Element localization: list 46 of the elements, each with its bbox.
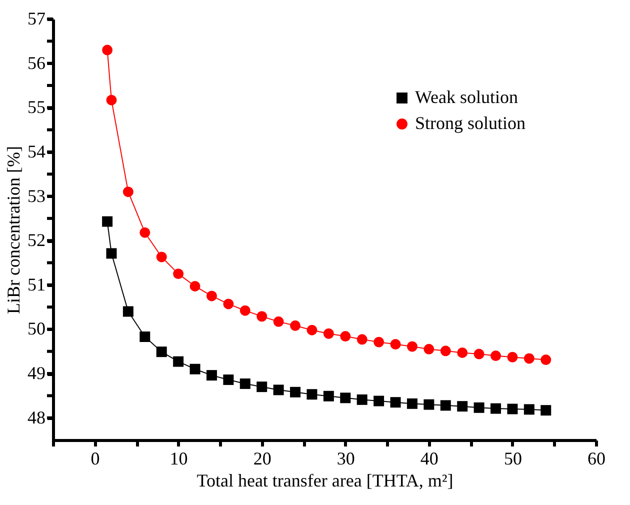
point	[356, 394, 368, 405]
point	[524, 404, 534, 415]
point	[390, 397, 401, 408]
point	[306, 389, 318, 400]
legend-label: Strong solution	[415, 113, 526, 133]
y-tick-label: 50	[28, 318, 46, 339]
point	[256, 382, 268, 392]
point	[424, 399, 434, 410]
point	[102, 216, 113, 227]
y-tick-label: 49	[28, 363, 46, 384]
y-tick-label: 54	[28, 141, 46, 162]
y-tick-label: 48	[28, 407, 46, 428]
point	[190, 364, 200, 374]
legend-label: Weak solution	[415, 87, 518, 107]
y-tick-label: 52	[28, 230, 46, 250]
point	[440, 400, 451, 411]
x-tick-label: 0	[90, 448, 100, 468]
x-tick-label: 40	[420, 448, 438, 468]
point	[474, 402, 484, 413]
point	[290, 386, 301, 398]
point	[323, 390, 334, 402]
y-tick-label: 55	[28, 97, 46, 118]
point	[206, 370, 217, 381]
point	[223, 374, 234, 385]
y-axis-title: LiBr concentration [%]	[4, 146, 24, 314]
y-tick-label: 53	[28, 186, 46, 206]
point	[406, 398, 418, 409]
y-tick-label: 51	[28, 274, 46, 294]
y-tick-label: 56	[28, 52, 46, 73]
x-axis-title: Total heat transfer area [THTA, m²]	[196, 470, 454, 490]
point	[273, 384, 284, 396]
x-tick-label: 60	[588, 448, 606, 468]
x-tick-label: 30	[336, 448, 355, 468]
y-tick-label: 57	[28, 8, 46, 28]
point	[507, 404, 518, 414]
point	[457, 401, 468, 412]
point	[490, 403, 501, 414]
point	[540, 354, 552, 366]
point	[540, 405, 552, 416]
point	[106, 248, 117, 259]
point	[102, 44, 113, 56]
x-tick-label: 20	[253, 448, 272, 468]
point	[340, 392, 351, 404]
x-tick-label: 50	[504, 448, 522, 468]
x-tick-label: 10	[170, 448, 188, 468]
point	[240, 378, 250, 389]
